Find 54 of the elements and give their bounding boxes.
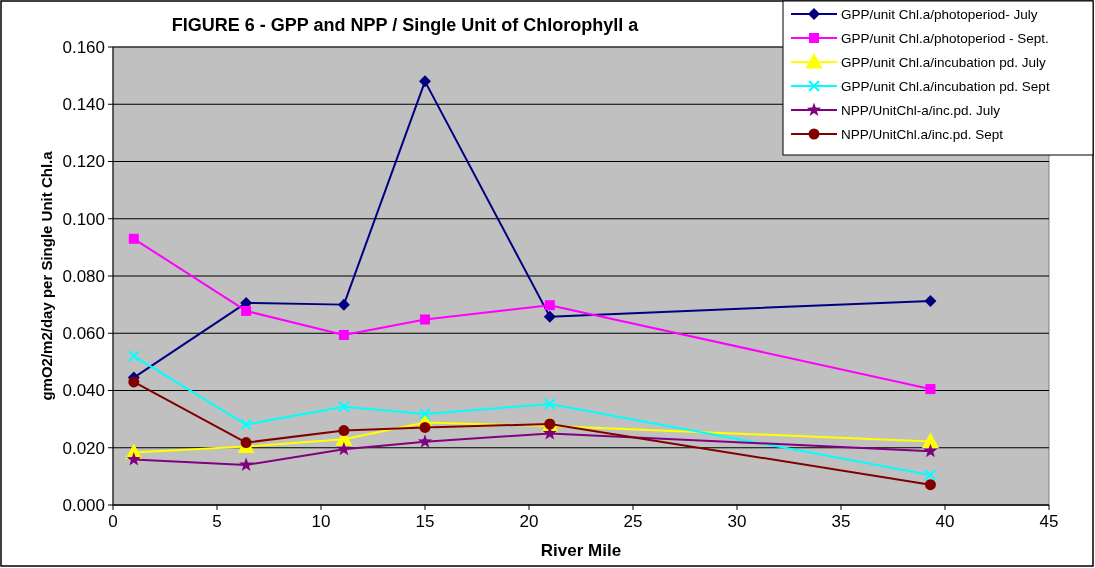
y-tick-label: 0.160 xyxy=(62,37,105,57)
y-tick-label: 0.060 xyxy=(62,324,105,344)
point xyxy=(337,400,350,413)
legend-label: NPP/UnitChl-a/inc.pd. July xyxy=(841,102,1001,118)
x-tick-label: 45 xyxy=(1039,512,1059,531)
point xyxy=(543,397,556,410)
point xyxy=(924,479,936,491)
point xyxy=(338,329,349,340)
point xyxy=(924,468,937,481)
point xyxy=(126,451,141,466)
point xyxy=(128,233,139,244)
point xyxy=(543,310,556,323)
x-tick-label: 0 xyxy=(108,512,118,531)
x-tick-label: 5 xyxy=(212,512,222,531)
chart-title: FIGURE 6 - GPP and NPP / Single Unit of Chlorophyll a xyxy=(171,15,640,35)
point xyxy=(338,425,350,437)
point xyxy=(923,443,938,458)
x-tick-label: 15 xyxy=(415,512,435,531)
point xyxy=(544,300,555,311)
x-tick-label: 25 xyxy=(623,512,643,531)
y-tick-label: 0.120 xyxy=(62,152,105,172)
point xyxy=(127,350,140,363)
point xyxy=(419,75,431,88)
point xyxy=(417,434,433,448)
y-tick-label: 0.020 xyxy=(62,438,105,458)
x-tick-label: 20 xyxy=(519,512,539,531)
point xyxy=(128,376,140,388)
y-axis-title: gmO2/m2/day per Single Unit Chl.a xyxy=(38,150,55,401)
y-tick-label: 0.040 xyxy=(62,381,105,401)
point xyxy=(921,432,939,448)
legend-label: GPP/unit Chl.a/photoperiod - Sept. xyxy=(841,30,1049,46)
point xyxy=(420,314,430,325)
x-axis-title: River Mile xyxy=(540,541,622,560)
y-tick-label: 0.100 xyxy=(62,209,105,229)
y-tick-label: 0.140 xyxy=(62,95,105,115)
point xyxy=(336,441,352,456)
point xyxy=(238,457,254,471)
x-tick-label: 35 xyxy=(831,512,851,531)
legend-label: GPP/unit Chl.a/incubation pd. Sept xyxy=(841,78,1050,94)
point xyxy=(924,294,937,307)
x-tick-label: 30 xyxy=(727,512,747,531)
point xyxy=(241,305,252,316)
point xyxy=(925,384,936,395)
point xyxy=(240,418,253,431)
legend-label: GPP/unit Chl.a/photoperiod- July xyxy=(841,6,1038,22)
x-tick-label: 10 xyxy=(311,512,331,531)
y-tick-label: 0.080 xyxy=(62,266,105,286)
point xyxy=(240,437,252,449)
x-tick-label: 40 xyxy=(935,512,955,531)
legend-label: NPP/UnitChl.a/inc.pd. Sept xyxy=(841,126,1004,142)
point xyxy=(337,298,350,311)
point xyxy=(419,407,431,420)
y-tick-label: 0.000 xyxy=(62,495,105,515)
legend-label: GPP/unit Chl.a/incubation pd. July xyxy=(841,54,1047,70)
